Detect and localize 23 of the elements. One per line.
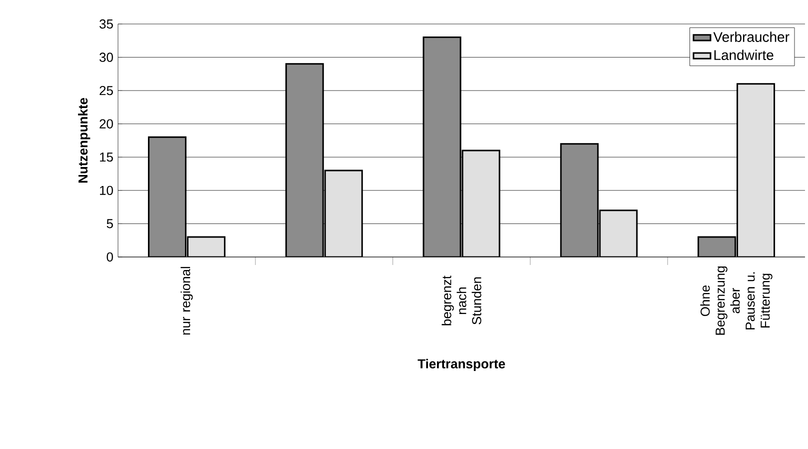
legend-label: Verbraucher (713, 32, 790, 42)
y-axis-title: Nutzenpunkte (78, 98, 90, 183)
y-tick-label: 0 (106, 252, 113, 262)
bar (422, 36, 462, 257)
bar (599, 210, 638, 257)
bar (324, 170, 363, 257)
y-tick-label: 10 (100, 186, 113, 196)
y-tick-label: 35 (100, 19, 113, 29)
y-tick-label: 20 (100, 119, 113, 128)
y-tick-label: 15 (100, 152, 113, 162)
y-tick-label: 30 (100, 52, 113, 62)
x-tick-label: Ohne Begrenzung aber Pausen u. Fütterung (700, 266, 772, 335)
legend-label: Landwirte (714, 50, 774, 60)
bar (560, 143, 599, 257)
x-tick-label: begrenzt nach Stunden (442, 276, 482, 326)
bar (736, 83, 776, 257)
bar (148, 136, 186, 257)
y-tick-label: 25 (100, 86, 113, 96)
y-tick-label: 5 (106, 219, 113, 228)
x-axis-title: Tiertransporte (418, 358, 506, 372)
bar (462, 150, 500, 257)
bar (285, 63, 324, 257)
x-tick-label: nur regional (180, 266, 193, 335)
